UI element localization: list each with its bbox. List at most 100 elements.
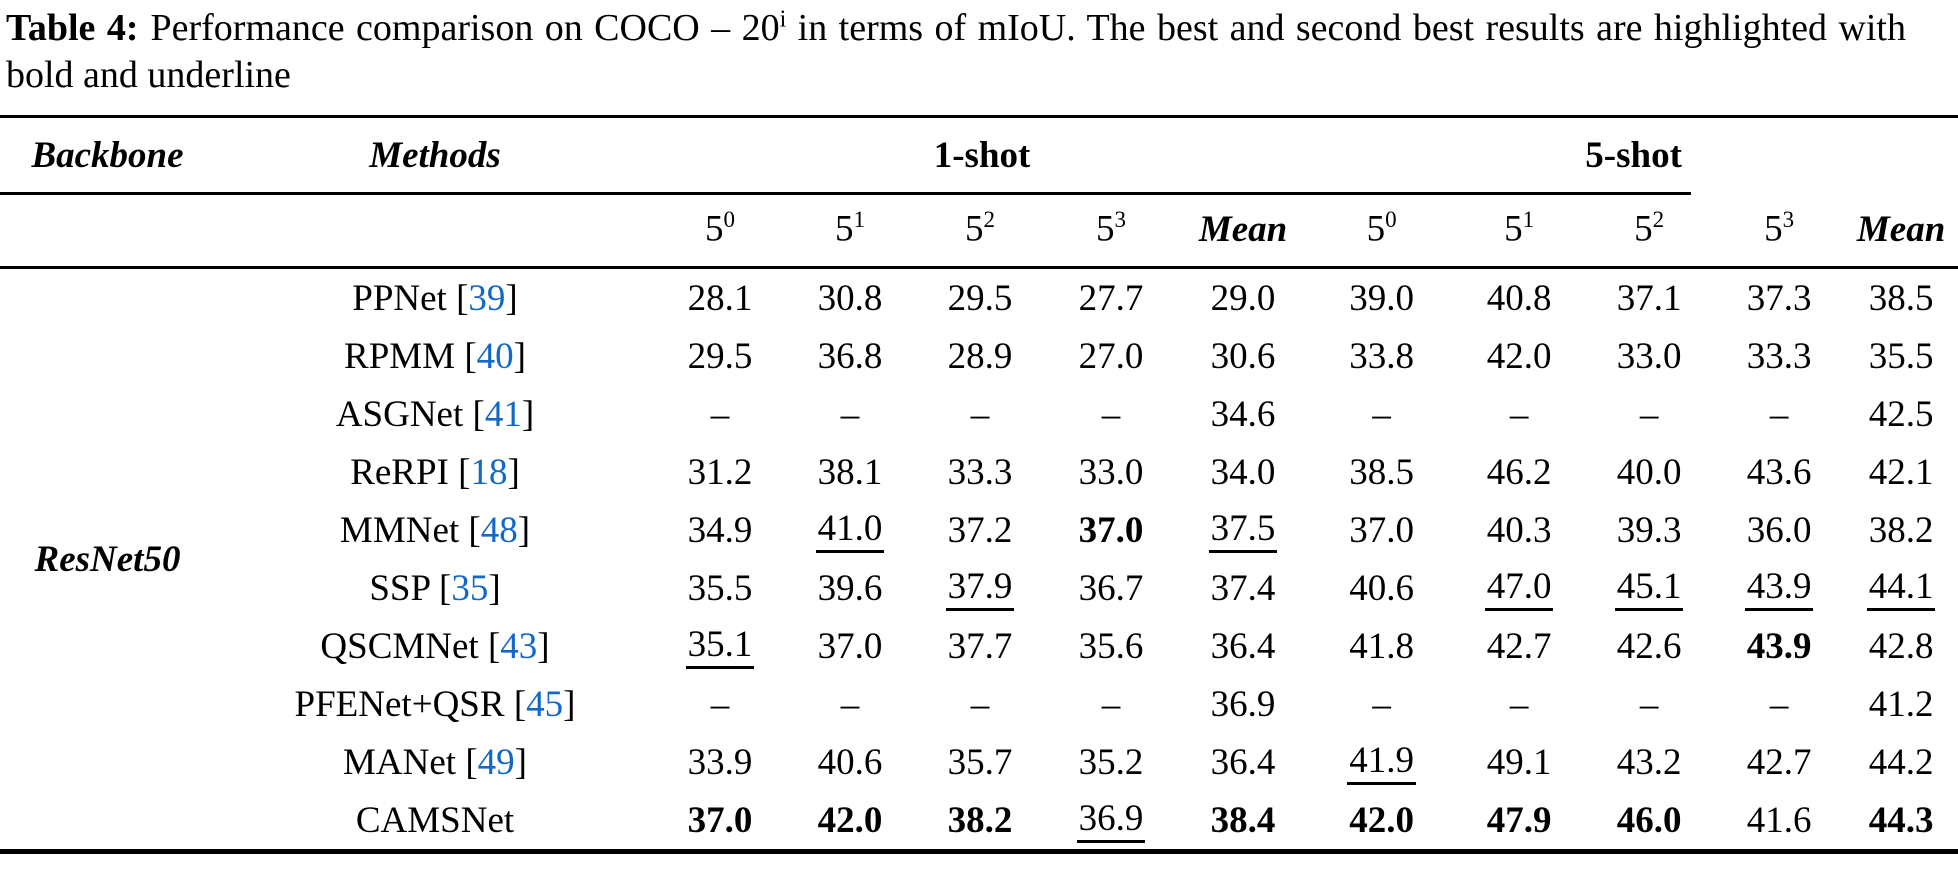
col-header-mean: Mean [1177,192,1310,269]
value-cell: 33.8 [1309,327,1454,385]
value: 35.2 [1078,741,1144,783]
value-cell: 42.5 [1844,385,1958,443]
value: 43.6 [1746,451,1812,493]
value: 27.0 [1078,335,1144,377]
value: 37.2 [947,509,1013,551]
value: 41.8 [1349,625,1414,667]
value: 35.6 [1078,625,1144,667]
value: – [1101,683,1121,725]
value-cell: 37.3 [1714,268,1844,328]
caption-text-pre: Performance comparison on COCO – 20 [150,7,780,49]
value: 33.0 [1616,335,1682,377]
value: 34.0 [1210,451,1276,493]
col-header-52: 52 [915,192,1045,269]
table-row-rerpi: ReRPI [18] 31.2 38.1 33.3 33.0 34.0 38.5 46.2 40… [0,443,1958,501]
method-name: ReRPI [18] [350,451,520,493]
citation-link[interactable]: 39 [468,277,506,319]
value-cell: 46.2 [1454,443,1584,501]
sub-header-empty [215,192,655,269]
value: 42.5 [1868,393,1934,435]
value: 31.2 [687,451,753,493]
value: 27.7 [1078,277,1144,319]
value-cell: – [1309,385,1454,443]
value: 38.5 [1349,451,1414,493]
header-partial-rule [0,192,1691,195]
citation-link[interactable]: 35 [451,567,489,609]
value-cell: 44.3 [1844,791,1958,852]
best-value: 37.0 [687,799,753,841]
value-cell: 37.0 [1309,501,1454,559]
table-row-ssp: SSP [35] 35.5 39.6 37.9 36.7 37.4 40.6 47.0 45.1… [0,559,1958,617]
value-cell: 37.1 [1584,268,1714,328]
value: 34.9 [687,509,753,551]
value-cell: 33.3 [1714,327,1844,385]
superscript: 0 [723,207,736,233]
value: – [710,683,730,725]
value-cell: – [655,385,785,443]
value-cell: 27.0 [1045,327,1177,385]
best-value: 37.0 [1078,509,1144,551]
second-best-value: 36.9 [1076,800,1146,843]
value: 39.3 [1616,509,1682,551]
caption-label: Table 4: [6,7,139,49]
value-cell: 37.5 [1177,501,1309,559]
value-cell: 40.0 [1584,443,1714,501]
value-cell: 31.2 [655,443,785,501]
citation-link[interactable]: 40 [476,335,514,377]
value: 35.7 [947,741,1013,783]
value: 30.6 [1210,335,1276,377]
citation-link[interactable]: 41 [484,393,522,435]
value: 35.5 [687,567,753,609]
value: 43.2 [1616,741,1682,783]
value-cell: – [1714,385,1844,443]
value-cell: 41.0 [785,501,915,559]
value: 38.2 [1868,509,1934,551]
citation-link[interactable]: 45 [526,683,564,725]
best-value: 46.0 [1616,799,1682,841]
citation-link[interactable]: 18 [470,451,508,493]
col-header-methods: Methods [369,134,501,176]
value-cell: – [1045,675,1177,733]
value: – [1372,683,1391,725]
value-cell: 36.0 [1714,501,1844,559]
superscript: 2 [983,207,996,233]
value: 40.0 [1616,451,1682,493]
value: – [840,393,860,435]
value-cell: 37.7 [915,617,1045,675]
value: 29.0 [1210,277,1276,319]
superscript: 1 [853,207,866,233]
value-cell: – [915,675,1045,733]
value-cell: – [1309,675,1454,733]
value: 28.9 [947,335,1013,377]
second-best-value: 37.5 [1208,510,1278,553]
value: 42.7 [1746,741,1812,783]
superscript: 3 [1782,207,1795,233]
second-best-value: 47.0 [1484,568,1554,611]
value: 33.9 [687,741,753,783]
value-cell: 42.0 [1309,791,1454,852]
method-name: MANet [49] [343,741,527,783]
citation-link[interactable]: 48 [480,509,518,551]
value: 39.6 [817,567,883,609]
value-cell: 35.5 [1844,327,1958,385]
value: 30.8 [817,277,883,319]
second-best-value: 41.0 [815,510,885,553]
value-cell: 38.5 [1844,268,1958,328]
sub-header-row: 50 51 52 53 Mean 50 51 52 53 Mean [0,192,1958,269]
value-cell: – [655,675,785,733]
value-cell: 36.9 [1045,791,1177,852]
value: 28.1 [687,277,753,319]
value-cell: 41.8 [1309,617,1454,675]
value-cell: 36.4 [1177,733,1309,791]
table-row-camsnet: CAMSNet 37.0 42.0 38.2 36.9 38.4 42.0 47.9 46.0 4… [0,791,1958,852]
citation-link[interactable]: 49 [477,741,515,783]
table-row-pfenet+qsr: PFENet+QSR [45] – – – – 36.9 – – – – 41.2 [0,675,1958,733]
table-caption: Table 4: Performance comparison on COCO –… [6,5,1906,99]
value: 33.8 [1349,335,1414,377]
value: 42.1 [1868,451,1934,493]
value: 36.0 [1746,509,1812,551]
method-name: CAMSNet [355,799,515,841]
citation-link[interactable]: 43 [500,625,538,667]
col-header-50: 50 [655,192,785,269]
value-cell: 28.9 [915,327,1045,385]
